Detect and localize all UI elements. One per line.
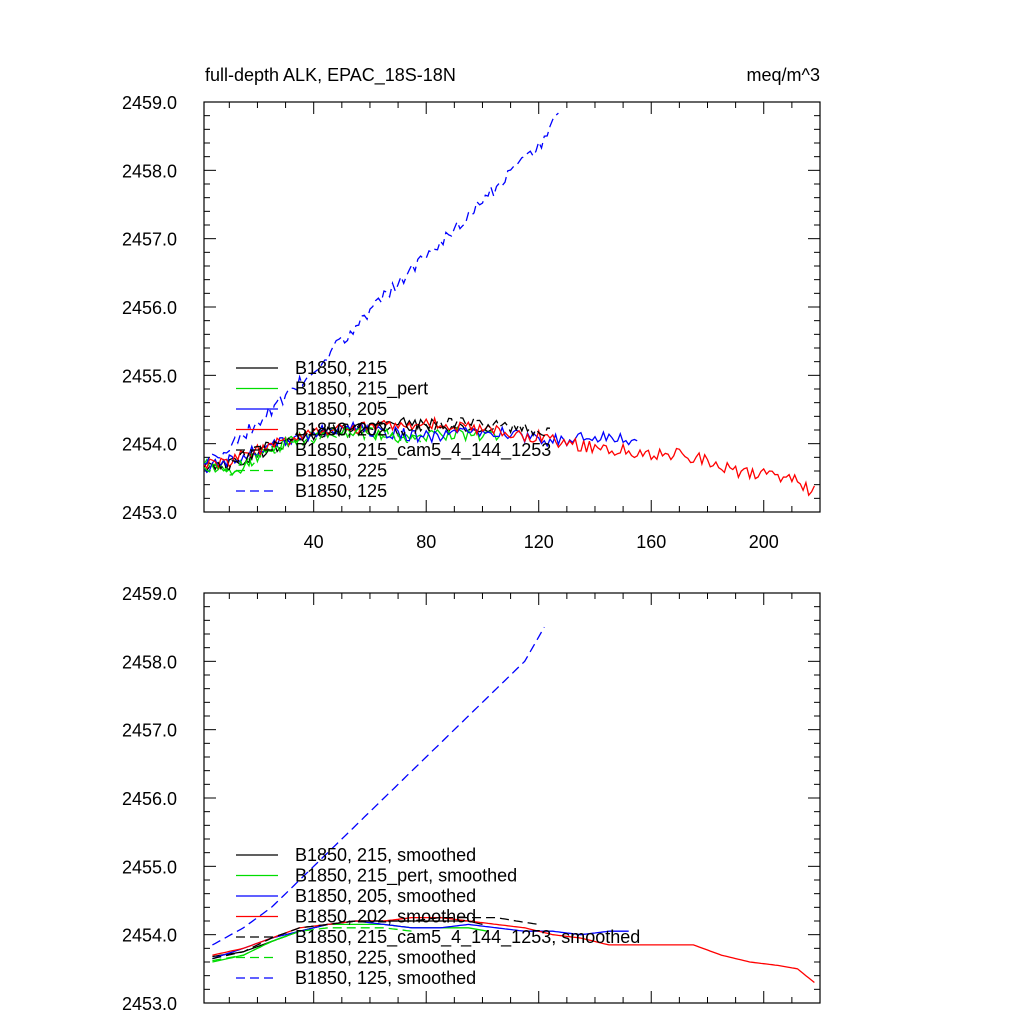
top-panel: full-depth ALK, EPAC_18S-18N meq/m^3 40 8…	[122, 65, 821, 552]
y-tick-label: 2458.0	[122, 161, 177, 181]
units-label: meq/m^3	[747, 65, 820, 85]
legend-entry: B1850, 205	[295, 399, 387, 419]
legend-entry: B1850, 202, smoothed	[295, 907, 476, 927]
x-tick-label: 120	[524, 532, 554, 552]
y-tick-label: 2453.0	[122, 503, 177, 523]
series-lines	[204, 112, 815, 497]
legend-entry: B1850, 125	[295, 481, 387, 501]
chart-title: full-depth ALK, EPAC_18S-18N	[205, 65, 456, 86]
y-tick-label: 2456.0	[122, 298, 177, 318]
y-tick-label: 2456.0	[122, 789, 177, 809]
y-tick-label: 2458.0	[122, 652, 177, 672]
series-line	[212, 927, 413, 962]
legend-entry: B1850, 215_pert	[295, 379, 428, 400]
y-tick-label: 2457.0	[122, 230, 177, 250]
legend-entry: B1850, 205, smoothed	[295, 886, 476, 906]
y-tick-label: 2459.0	[122, 584, 177, 604]
legend-entry: B1850, 202	[295, 420, 387, 440]
y-tick-label: 2454.0	[122, 926, 177, 946]
x-tick-label: 80	[416, 532, 436, 552]
legend-entry: B1850, 215_cam5_4_144_1253, smoothed	[295, 927, 640, 948]
y-tick-label: 2453.0	[122, 994, 177, 1014]
legend-entry: B1850, 225	[295, 461, 387, 481]
y-tick-label: 2459.0	[122, 93, 177, 113]
legend-entry: B1850, 125, smoothed	[295, 968, 476, 988]
legend-entry: B1850, 215_cam5_4_144_1253	[295, 440, 551, 461]
bottom-plot-area: 2453.0 2454.0 2455.0 2456.0 2457.0 2458.0 2459…	[122, 584, 821, 1014]
y-tick-label: 2455.0	[122, 857, 177, 877]
legend-entry: B1850, 215	[295, 358, 387, 378]
top-plot-area: 40 80 120 160 200 2453.0 2454.0 2455.0 2456.0 245…	[122, 93, 821, 552]
x-tick-label: 200	[749, 532, 779, 552]
series-lines	[212, 626, 815, 984]
series-line	[204, 415, 815, 497]
x-tick-label: 160	[636, 532, 666, 552]
x-tick-label: 40	[304, 532, 324, 552]
legend-entry: B1850, 215, smoothed	[295, 845, 476, 865]
series-line	[212, 920, 629, 960]
y-tick-label: 2454.0	[122, 435, 177, 455]
series-line	[212, 916, 539, 960]
y-tick-label: 2455.0	[122, 366, 177, 386]
series-line	[204, 416, 551, 472]
bottom-panel: 2453.0 2454.0 2455.0 2456.0 2457.0 2458.0 2459…	[122, 584, 821, 1014]
series-line	[204, 426, 422, 477]
legend-entry: B1850, 215_pert, smoothed	[295, 866, 517, 887]
legend-entry: B1850, 225, smoothed	[295, 948, 476, 968]
y-tick-label: 2457.0	[122, 721, 177, 741]
